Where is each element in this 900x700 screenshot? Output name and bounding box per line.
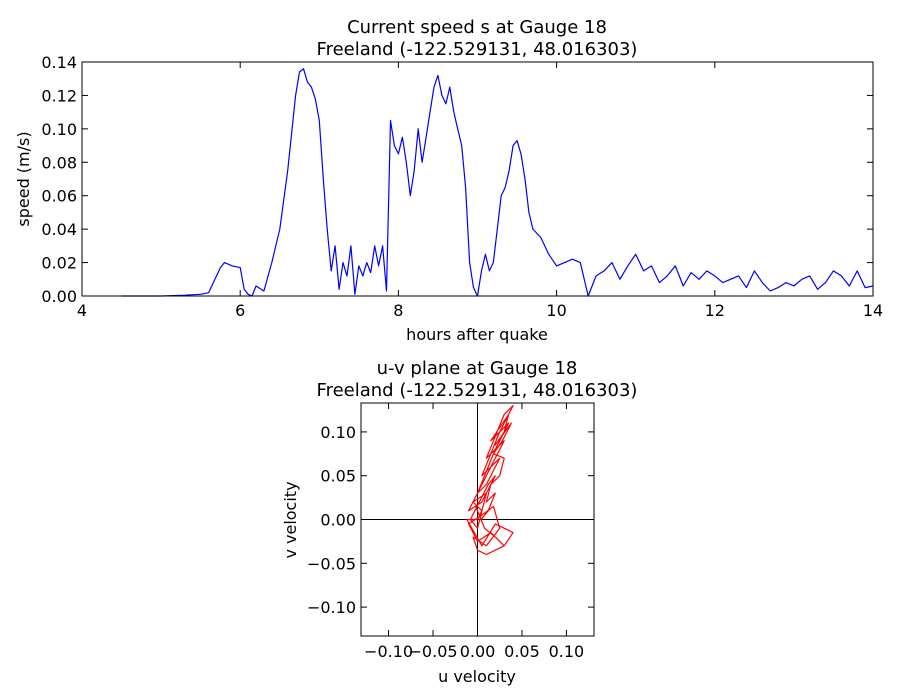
speed-xtick-label: 10 <box>546 301 566 320</box>
uv-xtick-label: −0.05 <box>409 642 458 661</box>
speed-chart-ylabel: speed (m/s) <box>14 131 33 226</box>
uv-chart-frame <box>360 402 595 637</box>
uv-ytick-label: −0.10 <box>307 598 356 617</box>
speed-chart-frame <box>81 61 874 297</box>
uv-xtick-label: 0.05 <box>504 642 540 661</box>
speed-chart: Current speed s at Gauge 18 Freeland (-1… <box>14 17 883 344</box>
speed-ytick-label: 0.10 <box>41 120 77 139</box>
uv-chart-xlabel: u velocity <box>438 667 516 686</box>
speed-ytick-label: 0.00 <box>41 287 77 306</box>
uv-chart-title-line1: u-v plane at Gauge 18 <box>377 358 578 379</box>
speed-chart-xlabel: hours after quake <box>406 325 548 344</box>
uv-series-line <box>466 405 514 556</box>
speed-ytick-label: 0.06 <box>41 187 77 206</box>
speed-ytick-label: 0.14 <box>41 53 77 72</box>
speed-ytick-label: 0.08 <box>41 153 77 172</box>
uv-xtick-label: 0.10 <box>549 642 585 661</box>
speed-ytick-label: 0.02 <box>41 254 77 273</box>
uv-ytick-label: 0.10 <box>320 423 356 442</box>
speed-xtick-label: 14 <box>863 301 883 320</box>
speed-series-line <box>121 68 874 297</box>
uv-xtick-label: 0.00 <box>460 642 496 661</box>
speed-chart-plot-area <box>121 68 874 297</box>
speed-ytick-label: 0.12 <box>41 86 77 105</box>
uv-ytick-label: 0.05 <box>320 467 356 486</box>
speed-chart-ticks: 4 6 8 10 12 14 0.00 0.02 0.04 0.06 0.08 0.10 0.12 0.1… <box>41 53 883 320</box>
uv-ytick-label: 0.00 <box>320 511 356 530</box>
uv-ytick-label: −0.05 <box>307 554 356 573</box>
uv-chart-plot-area <box>361 403 594 636</box>
uv-xtick-label: −0.10 <box>364 642 413 661</box>
uv-chart-ylabel: v velocity <box>281 481 300 558</box>
uv-chart: u-v plane at Gauge 18 Freeland (-122.529… <box>281 358 637 686</box>
speed-xtick-label: 4 <box>77 301 87 320</box>
uv-chart-title-line2: Freeland (-122.529131, 48.016303) <box>317 380 638 401</box>
speed-xtick-label: 8 <box>393 301 403 320</box>
speed-ytick-label: 0.04 <box>41 220 77 239</box>
uv-chart-ticks: −0.10−0.05 0.00 0.05 0.10−0.10−0.050.000.05… <box>307 403 594 661</box>
speed-chart-title-line1: Current speed s at Gauge 18 <box>347 17 607 38</box>
speed-xtick-label: 12 <box>705 301 725 320</box>
speed-xtick-label: 6 <box>235 301 245 320</box>
speed-chart-title-line2: Freeland (-122.529131, 48.016303) <box>317 39 638 60</box>
